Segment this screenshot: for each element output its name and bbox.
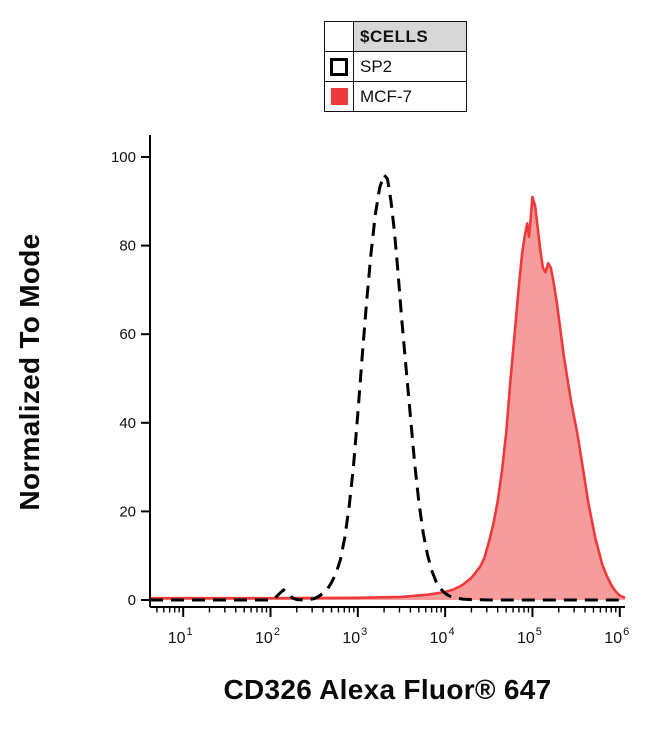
y-tick-label: 80 <box>119 238 136 255</box>
x-tick-label: 104 <box>430 626 455 647</box>
y-tick-label: 100 <box>111 149 136 166</box>
legend-header-row: $CELLS <box>325 22 466 51</box>
x-tick-label: 101 <box>168 626 193 647</box>
y-tick-label: 60 <box>119 326 136 343</box>
legend-entry-sp2: SP2 <box>325 51 466 81</box>
x-tick-label: 103 <box>342 626 367 647</box>
axes: 101 102 103 104 105 106 0 20 40 60 80 100 <box>111 135 629 647</box>
legend-swatch-cell <box>325 52 353 81</box>
legend-label-sp2: SP2 <box>353 52 466 81</box>
x-axis-title: CD326 Alexa Fluor® 647 <box>223 674 552 705</box>
x-tick-label: 106 <box>604 626 629 647</box>
legend-swatch-mcf7-filled-square-icon <box>330 88 348 105</box>
series-line-MCF-7 <box>150 195 626 600</box>
legend: $CELLS SP2 MCF-7 <box>324 21 467 112</box>
y-tick-label: 0 <box>128 592 136 609</box>
legend-swatch-sp2-open-square-icon <box>330 57 348 76</box>
series-fill-MCF-7 <box>150 196 625 600</box>
legend-swatch-cell <box>325 82 353 111</box>
series-line-SP2 <box>150 173 625 602</box>
x-tick-label: 105 <box>517 626 542 647</box>
legend-title: $CELLS <box>353 22 466 51</box>
y-tick-label: 40 <box>119 415 136 432</box>
legend-entry-mcf7: MCF-7 <box>325 81 466 111</box>
legend-label-mcf7: MCF-7 <box>353 82 466 111</box>
series-group <box>150 173 626 602</box>
y-axis-title: Normalized To Mode <box>14 233 45 511</box>
y-tick-label: 20 <box>119 503 136 520</box>
x-tick-label: 102 <box>255 626 280 647</box>
